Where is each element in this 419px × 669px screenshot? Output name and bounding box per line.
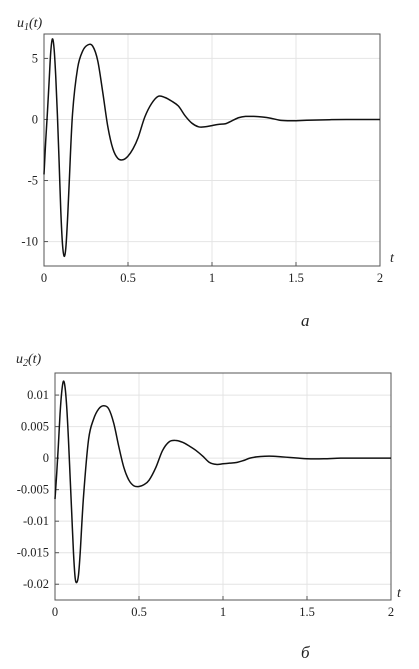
- chart-u2-ytick-label: -0.005: [17, 483, 49, 497]
- chart-u2-series-line: [54, 380, 391, 584]
- chart-u1-ytick-label: -5: [28, 174, 38, 188]
- chart-u2-ytick-label: -0.01: [23, 514, 49, 528]
- chart-u2-ylabel: u2(t): [16, 352, 42, 369]
- chart-u1-xtick-label: 1: [209, 271, 215, 285]
- chart-u2-panel-label: б: [301, 643, 310, 662]
- chart-u2-ytick-label: 0.005: [21, 420, 49, 434]
- chart-u1-ytick-label: 5: [32, 51, 38, 65]
- chart-u1-xlabel: t: [390, 251, 395, 266]
- chart-u1-panel-label: a: [301, 311, 310, 330]
- chart-u2: 0 0.5 1 1.5 2 0.01 0.005 0 -0.005 -0.01 -0.015 -0.0…: [16, 352, 402, 662]
- chart-u1-ticks: 0 0.5 1 1.5 2 5 0 -5 -10: [21, 51, 383, 285]
- chart-u2-ticks: 0 0.5 1 1.5 2 0.01 0.005 0 -0.005 -0.01 -0.015 -0.0…: [17, 388, 394, 619]
- chart-u2-xtick-label: 0: [52, 605, 58, 619]
- chart-u1-xtick-label: 2: [377, 271, 383, 285]
- chart-u1-ylabel: u1(t): [17, 16, 43, 33]
- chart-u1-xtick-label: 0.5: [120, 271, 136, 285]
- chart-u2-xlabel: t: [397, 586, 402, 601]
- chart-u1-series-line: [43, 38, 380, 258]
- chart-u1-xtick-label: 0: [41, 271, 47, 285]
- chart-u2-grid: [55, 373, 391, 600]
- chart-u2-xtick-label: 1.5: [299, 605, 315, 619]
- chart-u2-xtick-label: 1: [220, 605, 226, 619]
- chart-u1-ytick-label: 0: [32, 112, 38, 126]
- chart-u2-ytick-label: -0.02: [23, 577, 49, 591]
- chart-u2-ytick-label: -0.015: [17, 546, 49, 560]
- chart-u2-xtick-label: 0.5: [131, 605, 147, 619]
- chart-u2-ytick-label: 0.01: [27, 388, 49, 402]
- chart-u1: 0 0.5 1 1.5 2 5 0 -5 -10 u1(t) t a: [17, 16, 395, 330]
- chart-u1-xtick-label: 1.5: [288, 271, 304, 285]
- chart-u1-ytick-label: -10: [21, 235, 38, 249]
- chart-u1-grid: [44, 34, 380, 266]
- chart-u2-ytick-label: 0: [43, 451, 49, 465]
- chart-u2-xtick-label: 2: [388, 605, 394, 619]
